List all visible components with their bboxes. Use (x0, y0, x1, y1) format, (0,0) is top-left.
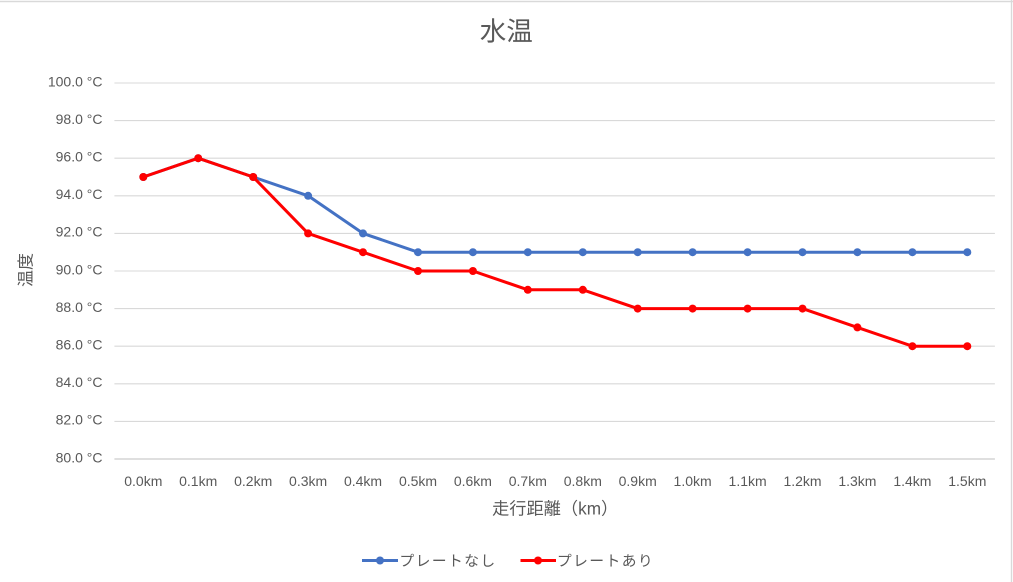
svg-text:1.1km: 1.1km (729, 473, 767, 489)
svg-text:82.0 °C: 82.0 °C (56, 412, 103, 428)
svg-text:98.0 °C: 98.0 °C (56, 111, 103, 127)
svg-text:0.8km: 0.8km (564, 473, 602, 489)
svg-text:80.0 °C: 80.0 °C (56, 449, 103, 465)
svg-text:0.2km: 0.2km (234, 473, 272, 489)
svg-text:86.0 °C: 86.0 °C (56, 337, 103, 353)
svg-text:0.3km: 0.3km (289, 473, 327, 489)
svg-text:92.0 °C: 92.0 °C (56, 224, 103, 240)
svg-text:0.1km: 0.1km (179, 473, 217, 489)
svg-text:1.3km: 1.3km (838, 473, 876, 489)
svg-text:90.0 °C: 90.0 °C (56, 261, 103, 277)
svg-text:88.0 °C: 88.0 °C (56, 299, 103, 315)
svg-text:100.0 °C: 100.0 °C (48, 73, 103, 89)
svg-text:94.0 °C: 94.0 °C (56, 186, 103, 202)
svg-text:1.2km: 1.2km (783, 473, 821, 489)
svg-text:1.4km: 1.4km (893, 473, 931, 489)
svg-text:1.5km: 1.5km (948, 473, 986, 489)
svg-text:0.6km: 0.6km (454, 473, 492, 489)
svg-text:km: km (578, 499, 601, 519)
svg-text:84.0 °C: 84.0 °C (56, 374, 103, 390)
svg-text:96.0 °C: 96.0 °C (56, 149, 103, 165)
svg-text:0.7km: 0.7km (509, 473, 547, 489)
svg-text:0.9km: 0.9km (619, 473, 657, 489)
svg-text:0.0km: 0.0km (124, 473, 162, 489)
svg-text:0.4km: 0.4km (344, 473, 382, 489)
svg-text:0.5km: 0.5km (399, 473, 437, 489)
svg-text:1.0km: 1.0km (674, 473, 712, 489)
